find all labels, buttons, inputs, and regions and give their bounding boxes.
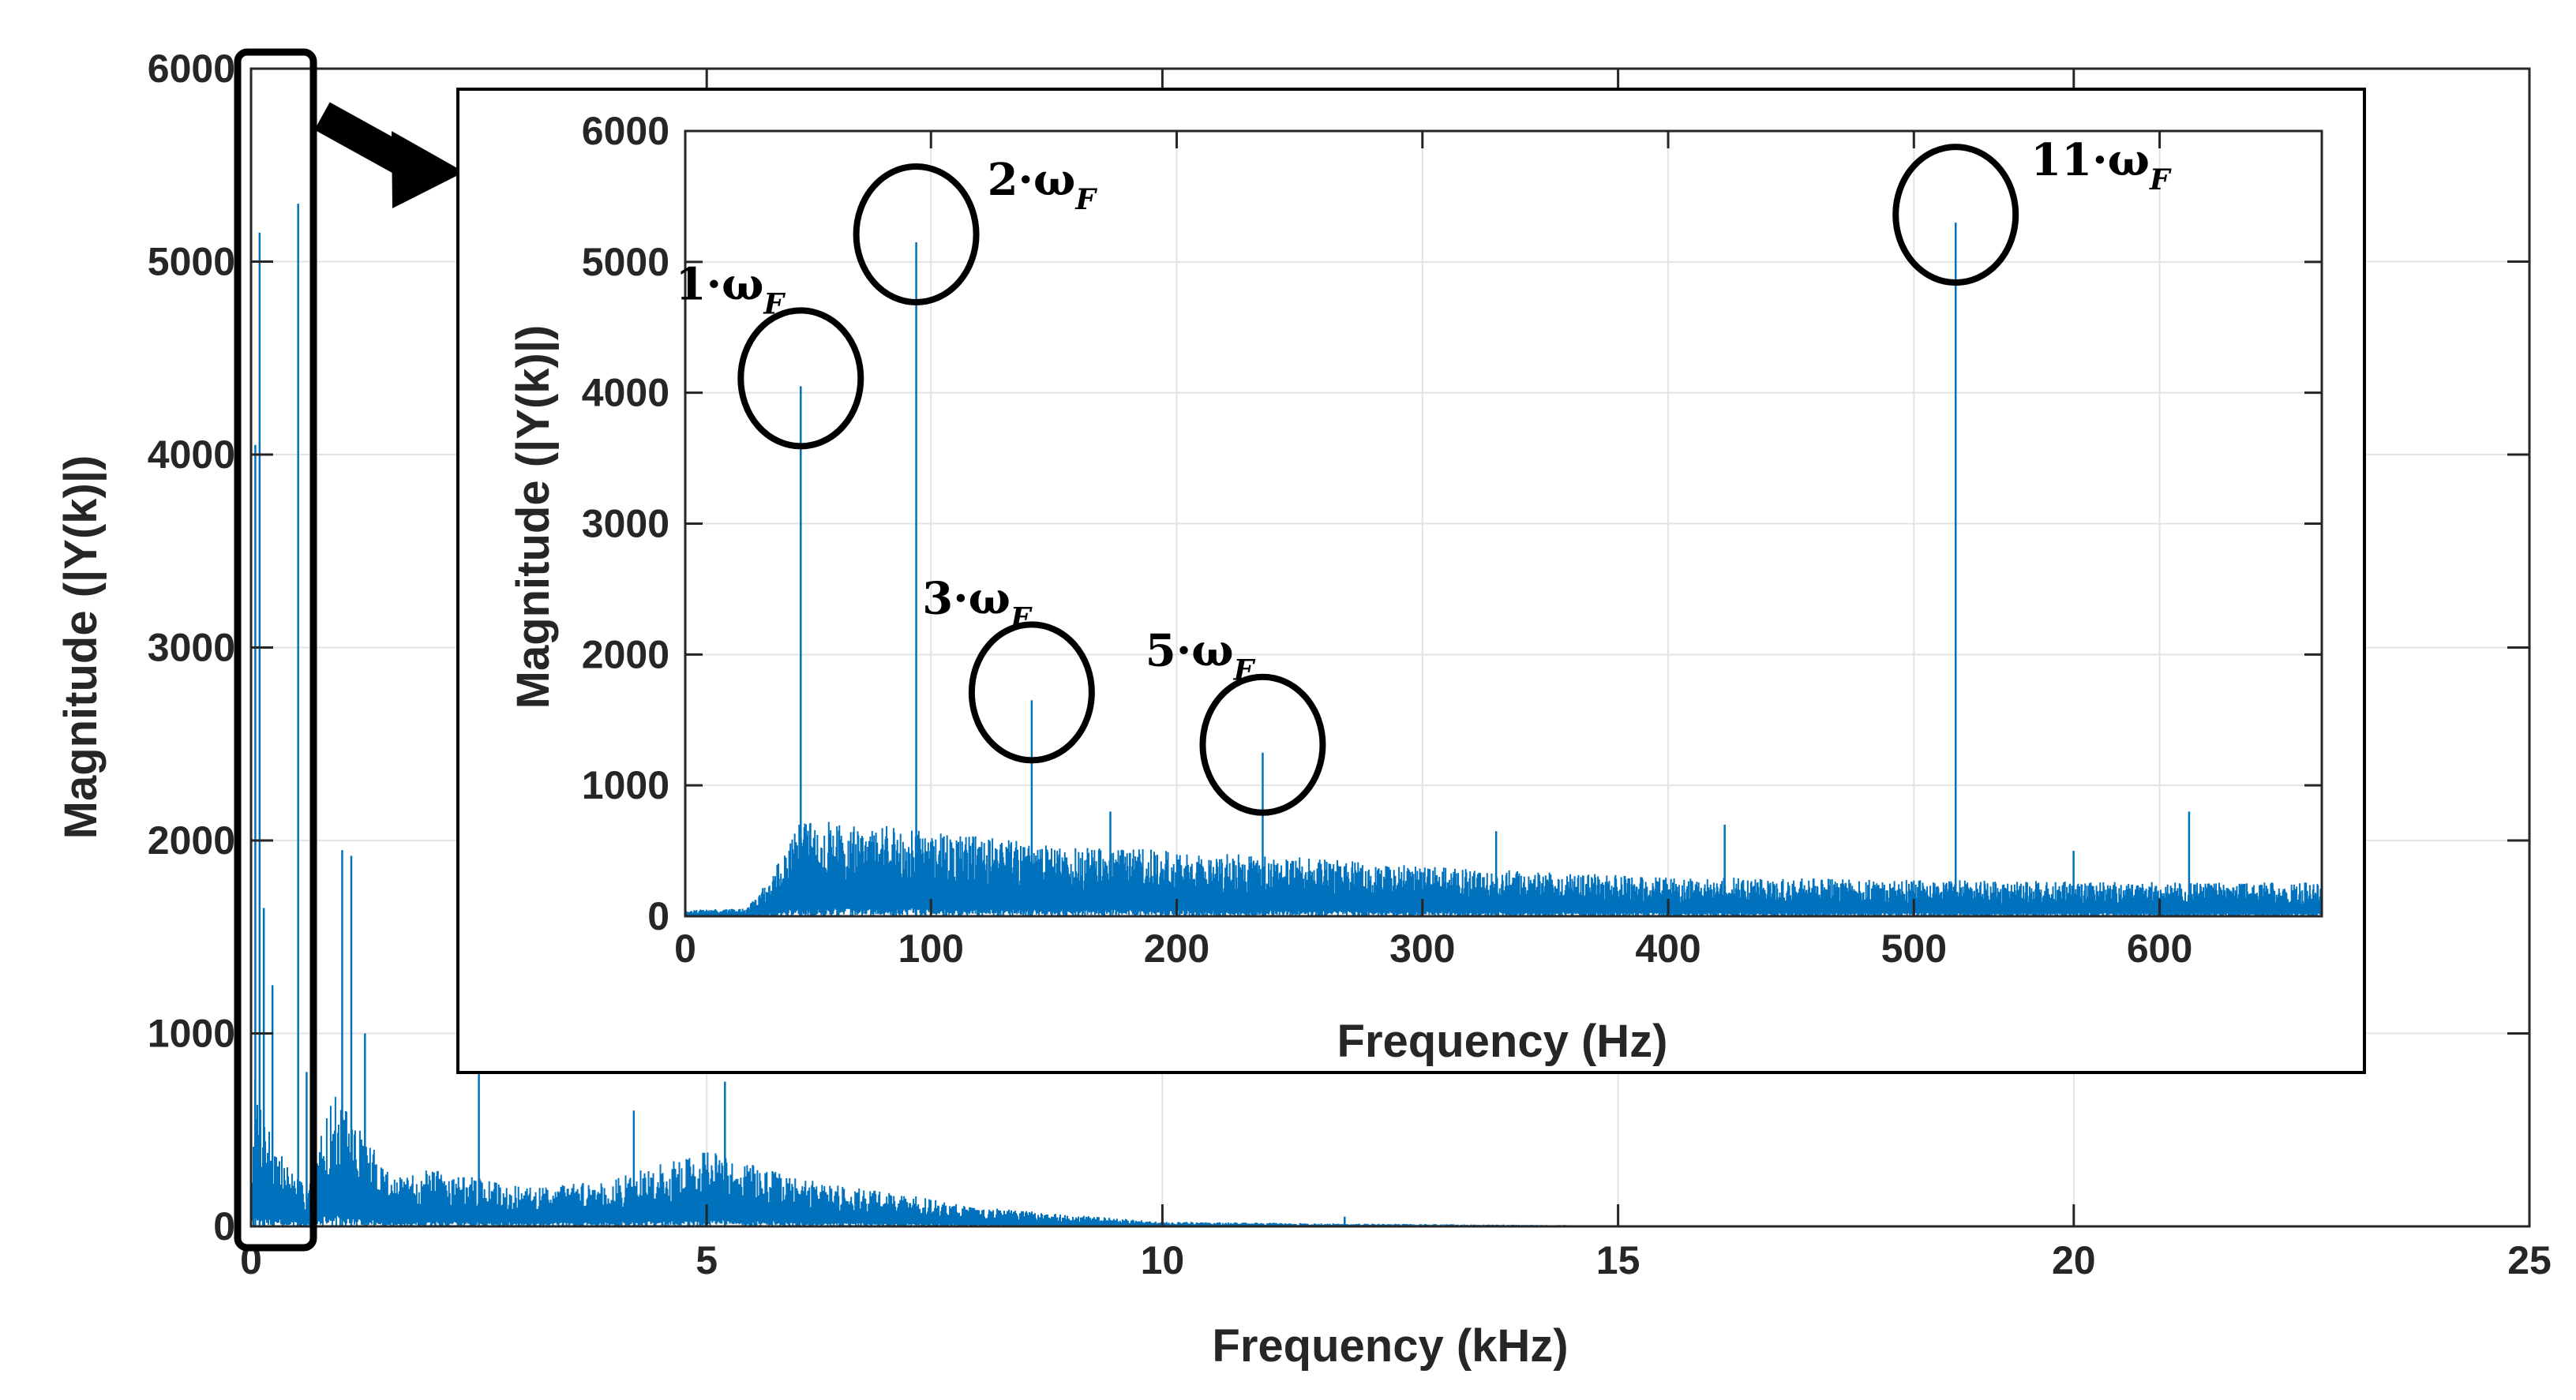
inset-y-tick-label: 5000 (582, 240, 669, 284)
inset-y-tick-label: 6000 (582, 109, 669, 153)
main-y-tick-label: 2000 (148, 818, 235, 863)
harmonic-label-base: 11·ω (2030, 134, 2150, 186)
harmonic-marker-circle (853, 163, 980, 305)
inset-series (684, 223, 2323, 916)
main-x-tick-label: 25 (2507, 1238, 2552, 1282)
main-y-axis-label: Magnitude (|Y(k)|) (55, 455, 107, 840)
harmonic-label-base: 5·ω (1146, 625, 1234, 677)
inset-y-tick-label: 3000 (582, 502, 669, 546)
inset-y-axis-label: Magnitude (|Y(k)|) (508, 325, 559, 709)
main-y-tick-label: 6000 (148, 47, 235, 91)
harmonic-marker-circle (968, 621, 1095, 764)
harmonic-label-subscript: F (1074, 183, 1097, 216)
inset-x-tick-label: 0 (674, 926, 696, 971)
inset-x-axis-label: Frequency (Hz) (1337, 1016, 1668, 1067)
harmonic-label-base: 2·ω (988, 154, 1076, 206)
inset-panel (456, 88, 2366, 1074)
main-y-tick-label: 3000 (148, 626, 235, 670)
harmonic-label-subscript: F (763, 287, 786, 320)
inset-y-tick-label: 4000 (582, 371, 669, 415)
main-y-tick-label: 1000 (148, 1012, 235, 1056)
harmonic-label-base: 3·ω (922, 572, 1011, 624)
harmonic-label-subscript: F (2149, 163, 2172, 197)
inset-x-tick-label: 400 (1635, 926, 1700, 971)
main-x-tick-label: 20 (2052, 1238, 2096, 1282)
inset-y-tick-label: 2000 (582, 632, 669, 676)
harmonic-label: 2·ωF (988, 154, 1098, 216)
main-series (250, 204, 2303, 1226)
zoom-arrow-icon (314, 102, 464, 208)
harmonic-label: 1·ωF (676, 258, 786, 320)
inset-y-tick-label: 1000 (582, 763, 669, 807)
harmonic-marker-circle (737, 307, 864, 450)
inset-x-tick-label: 100 (898, 926, 964, 971)
harmonic-marker-circle (1892, 144, 2019, 286)
harmonic-label: 5·ωF (1146, 625, 1256, 687)
inset-ticks: 0 100 200 300 400 500 600010002000300040005000… (582, 109, 2322, 971)
inset-axes: 0 100 200 300 400 500 600010002000300040005000… (456, 88, 2366, 1074)
inset-x-tick-label: 200 (1144, 926, 1209, 971)
harmonic-label-subscript: F (1233, 654, 1256, 687)
harmonic-label: 3·ωF (922, 572, 1033, 634)
main-x-tick-label: 10 (1141, 1238, 1185, 1282)
harmonic-marker-circle (1199, 673, 1326, 816)
inset-y-tick-label: 0 (647, 894, 669, 938)
harmonic-label-base: 1·ω (676, 258, 764, 310)
main-x-tick-label: 5 (696, 1238, 718, 1282)
main-x-axis-label: Frequency (kHz) (1212, 1320, 1568, 1372)
main-x-tick-label: 15 (1596, 1238, 1640, 1282)
zoom-selection-box (234, 48, 317, 1252)
inset-x-tick-label: 600 (2127, 926, 2192, 971)
main-y-tick-label: 4000 (148, 432, 235, 477)
harmonic-label-subscript: F (1010, 601, 1033, 634)
main-spectrum-trace (250, 1079, 2303, 1226)
main-y-tick-label: 5000 (148, 240, 235, 284)
harmonic-label: 11·ωF (2030, 134, 2172, 197)
inset-x-tick-label: 300 (1389, 926, 1455, 971)
inset-x-tick-label: 500 (1881, 926, 1947, 971)
main-y-tick-label: 0 (213, 1204, 235, 1248)
